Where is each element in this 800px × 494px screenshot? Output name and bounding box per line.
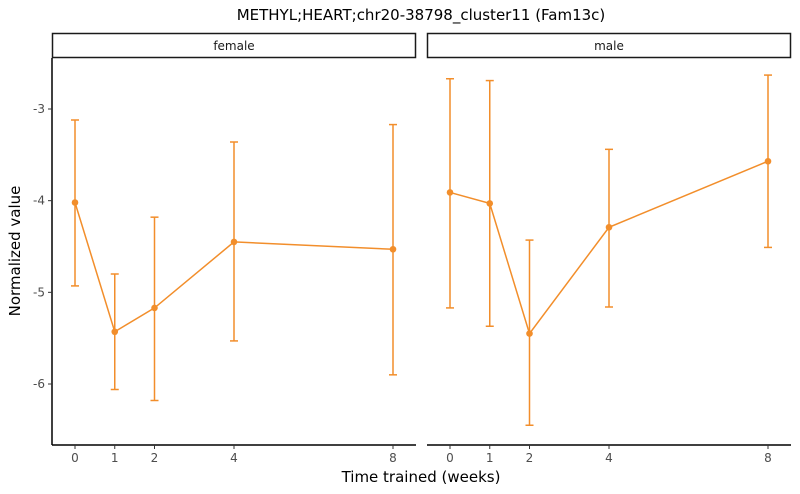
y-tick-label: -6 (33, 377, 45, 391)
x-tick-label: 2 (151, 451, 159, 465)
x-tick-label: 1 (111, 451, 119, 465)
x-tick-label: 2 (526, 451, 534, 465)
facet-strip (51, 32, 417, 59)
facet-strip (426, 32, 792, 59)
chart-title: METHYL;HEART;chr20-38798_cluster11 (Fam1… (237, 6, 606, 25)
x-tick-label: 0 (71, 451, 79, 465)
x-tick-label: 4 (230, 451, 238, 465)
data-point (605, 223, 613, 231)
x-tick-label: 1 (486, 451, 494, 465)
data-point (389, 245, 397, 253)
facet-panel-female: female 0 1 2 4 8 (51, 32, 417, 465)
data-point (151, 304, 158, 312)
facet-panel-male: male 0 1 2 4 8 (426, 32, 792, 465)
x-tick-label: 8 (389, 451, 397, 465)
x-axis-title: Time trained (weeks) (341, 468, 501, 486)
y-tick-label: -4 (33, 194, 45, 208)
facet-label: male (594, 39, 624, 53)
y-axis-title: Normalized value (6, 186, 24, 317)
y-tick-label: -5 (33, 285, 45, 299)
data-point (71, 199, 79, 206)
x-tick-label: 4 (605, 451, 613, 465)
facet-panels: female 0 1 2 4 8 male 0 1 2 4 8 (51, 32, 792, 465)
data-point (486, 200, 494, 207)
x-tick-label: 8 (764, 451, 772, 465)
data-point (446, 189, 454, 196)
data-point (526, 330, 533, 337)
data-point (111, 328, 119, 336)
y-tick-label: -3 (33, 102, 45, 116)
data-point (764, 157, 772, 165)
data-point (230, 238, 238, 246)
x-tick-label: 0 (446, 451, 454, 465)
y-axis: -3 -4 -5 -6 (33, 102, 52, 391)
facet-label: female (213, 39, 254, 53)
